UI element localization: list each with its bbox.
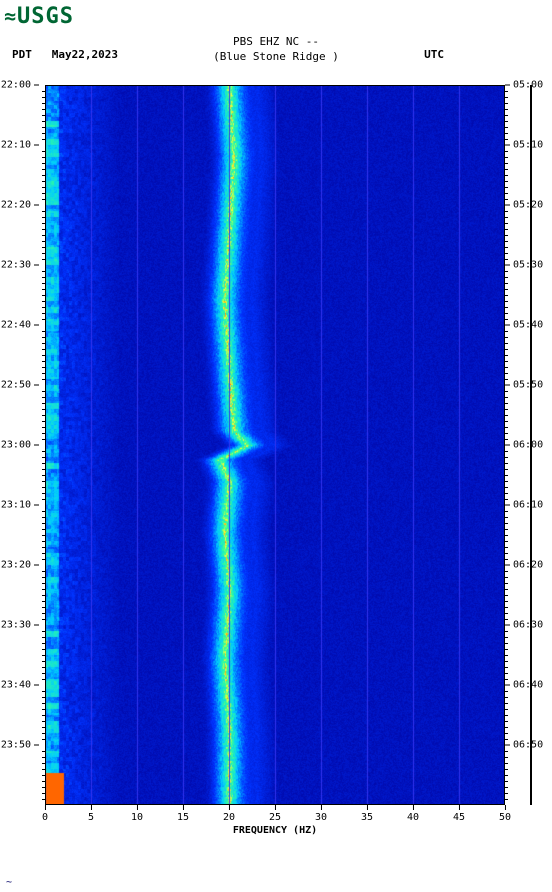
footer-mark: ~ (6, 877, 12, 888)
header-line1: PBS EHZ NC -- (0, 35, 552, 48)
ytick-left: 22:00 (1, 80, 39, 91)
x-axis: FREQUENCY (HZ) 05101520253035404550 (45, 805, 505, 845)
ytick-right: 06:20 (505, 560, 543, 571)
usgs-logo: ≈USGS (4, 4, 74, 29)
xtick: 40 (407, 805, 419, 823)
spectrogram-chart (45, 85, 505, 805)
ytick-left: 23:00 (1, 440, 39, 451)
ytick-left: 22:50 (1, 380, 39, 391)
spectrogram-canvas (45, 85, 505, 805)
xtick: 35 (361, 805, 373, 823)
xtick: 50 (499, 805, 511, 823)
xtick: 45 (453, 805, 465, 823)
xtick: 10 (131, 805, 143, 823)
ytick-right: 06:40 (505, 680, 543, 691)
header-right-tz: UTC (424, 48, 444, 61)
ytick-right: 06:10 (505, 500, 543, 511)
left-tz: PDT (12, 48, 32, 61)
xtick: 30 (315, 805, 327, 823)
xtick: 20 (223, 805, 235, 823)
ytick-right: 05:00 (505, 80, 543, 91)
ytick-left: 23:40 (1, 680, 39, 691)
ytick-right: 05:10 (505, 140, 543, 151)
ytick-right: 05:50 (505, 380, 543, 391)
ytick-right: 06:00 (505, 440, 543, 451)
side-colorbar (530, 85, 532, 805)
ytick-right: 06:30 (505, 620, 543, 631)
header-date: May22,2023 (52, 48, 118, 61)
logo-wave-icon: ≈ (4, 4, 17, 28)
xtick: 25 (269, 805, 281, 823)
ytick-left: 23:10 (1, 500, 39, 511)
ytick-left: 23:30 (1, 620, 39, 631)
ytick-right: 05:20 (505, 200, 543, 211)
ytick-left: 22:30 (1, 260, 39, 271)
y-axis-left: 22:0022:1022:2022:3022:4022:5023:0023:10… (0, 85, 45, 805)
xtick: 0 (42, 805, 48, 823)
ytick-left: 23:50 (1, 740, 39, 751)
y-axis-right: 05:0005:1005:2005:3005:4005:5006:0006:10… (505, 85, 552, 805)
logo-text: USGS (17, 4, 74, 29)
ytick-left: 23:20 (1, 560, 39, 571)
header-left: PDT May22,2023 (12, 48, 118, 61)
ytick-right: 05:40 (505, 320, 543, 331)
ytick-left: 22:10 (1, 140, 39, 151)
ytick-left: 22:40 (1, 320, 39, 331)
ytick-right: 05:30 (505, 260, 543, 271)
x-axis-label: FREQUENCY (HZ) (45, 825, 505, 836)
ytick-right: 06:50 (505, 740, 543, 751)
xtick: 15 (177, 805, 189, 823)
ytick-left: 22:20 (1, 200, 39, 211)
xtick: 5 (88, 805, 94, 823)
